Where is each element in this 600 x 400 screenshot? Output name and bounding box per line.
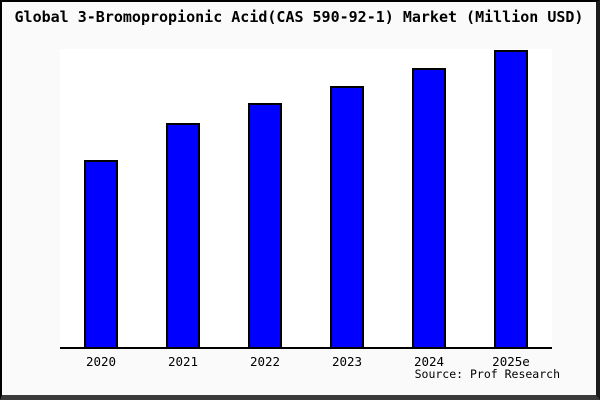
bar-2020: [84, 160, 118, 347]
bar-slot-2021: [142, 49, 224, 347]
bar-slot-2020: [60, 49, 142, 347]
bar-2021: [166, 123, 200, 347]
bar-slot-2022: [224, 49, 306, 347]
x-tick-label-2021: 2021: [167, 354, 199, 369]
bar-slot-2025e: [470, 49, 552, 347]
bar-slot-2023: [306, 49, 388, 347]
bar-slot-2024: [388, 49, 470, 347]
bar-2023: [330, 86, 364, 347]
x-tick-label-2023: 2023: [331, 354, 363, 369]
x-tick-label-2022: 2022: [249, 354, 281, 369]
source-credit: Source: Prof Research: [414, 367, 560, 381]
bar-2022: [248, 103, 282, 347]
x-axis-tick-labels: 2020 2021 2022 2023 2024 2025e: [60, 355, 552, 369]
chart-title: Global 3-Bromopropionic Acid(CAS 590-92-…: [14, 8, 584, 26]
plot-area: [60, 49, 552, 349]
x-tick-label-2025e: 2025e: [492, 354, 530, 369]
bars-container: [60, 49, 552, 347]
bar-2024: [412, 68, 446, 347]
bar-2025e: [494, 50, 528, 347]
x-tick-label-2020: 2020: [85, 354, 117, 369]
x-tick-label-2024: 2024: [413, 354, 445, 369]
